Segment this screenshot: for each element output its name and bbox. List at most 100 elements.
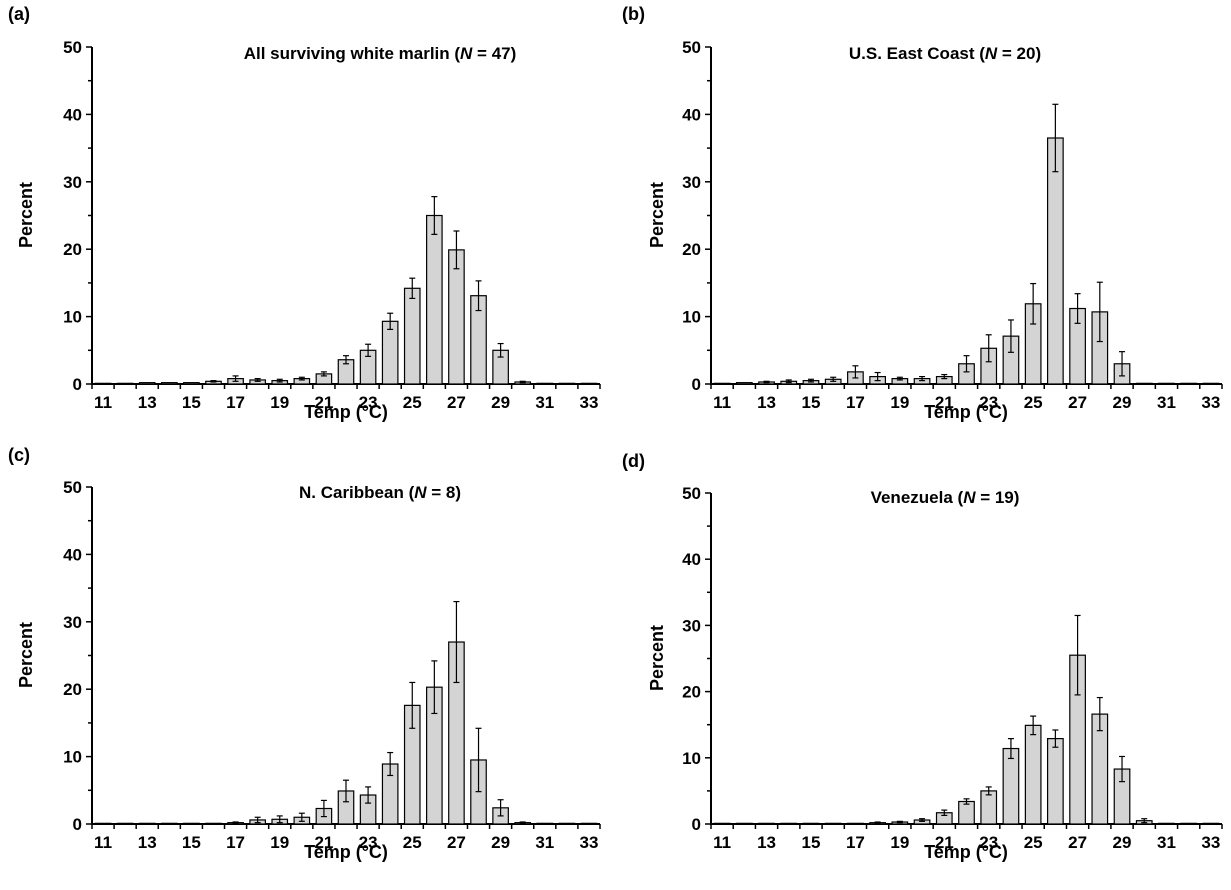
x-tick-label: 29 bbox=[1113, 393, 1132, 412]
chart-panel-1: (a)All surviving white marlin (N = 47)01… bbox=[8, 4, 601, 422]
bar-11 bbox=[94, 382, 112, 385]
bar-16 bbox=[824, 822, 842, 825]
bar-31 bbox=[1158, 822, 1175, 825]
x-tick-label: 25 bbox=[1024, 393, 1043, 412]
bar-14 bbox=[780, 822, 798, 825]
x-tick-label: 29 bbox=[1113, 833, 1132, 852]
y-tick-label: 0 bbox=[692, 375, 701, 394]
y-axis-title: Percent bbox=[647, 625, 667, 691]
x-tick-label: 21 bbox=[935, 833, 954, 852]
x-tick-label: 15 bbox=[182, 393, 201, 412]
y-tick-label: 20 bbox=[63, 240, 82, 259]
x-tick-label: 31 bbox=[535, 393, 554, 412]
y-tick-label: 20 bbox=[682, 683, 701, 702]
bar-32 bbox=[1180, 822, 1198, 825]
y-tick-label: 10 bbox=[63, 748, 82, 767]
bar-15 bbox=[183, 822, 200, 825]
bar-25 bbox=[1024, 724, 1042, 825]
bar-14 bbox=[160, 382, 178, 385]
y-tick-label: 50 bbox=[682, 38, 701, 57]
bar-33 bbox=[1202, 822, 1220, 825]
bar-26 bbox=[426, 214, 443, 385]
x-tick-label: 11 bbox=[713, 833, 731, 852]
bar-23 bbox=[980, 790, 998, 825]
x-tick-label: 19 bbox=[890, 833, 909, 852]
y-axis-title: Percent bbox=[16, 182, 36, 248]
bar-12 bbox=[735, 822, 753, 825]
y-tick-label: 50 bbox=[682, 484, 701, 503]
y-tick-label: 10 bbox=[682, 749, 701, 768]
x-tick-label: 23 bbox=[359, 833, 378, 852]
x-tick-label: 23 bbox=[359, 393, 378, 412]
x-tick-label: 33 bbox=[1201, 833, 1220, 852]
bar-26 bbox=[1046, 137, 1064, 385]
x-tick-label: 27 bbox=[1068, 833, 1087, 852]
y-tick-label: 10 bbox=[682, 308, 701, 327]
bar-15 bbox=[183, 382, 200, 385]
bar-22 bbox=[958, 800, 975, 825]
x-tick-label: 25 bbox=[1024, 833, 1043, 852]
bar-12 bbox=[116, 382, 134, 385]
bar-14 bbox=[160, 822, 178, 825]
x-tick-label: 23 bbox=[979, 833, 998, 852]
x-tick-label: 15 bbox=[802, 393, 821, 412]
x-tick-label: 33 bbox=[579, 393, 598, 412]
x-tick-label: 15 bbox=[802, 833, 821, 852]
y-tick-label: 50 bbox=[63, 38, 82, 57]
x-tick-label: 25 bbox=[403, 393, 422, 412]
chart-panel-2: (b) U.S. East Coast (N = 20) 0 10 20 30 40 50 11… bbox=[622, 4, 1223, 422]
x-axis-title: Temp (°C) bbox=[304, 842, 388, 862]
panel-label: (d) bbox=[622, 451, 645, 471]
y-tick-label: 0 bbox=[73, 375, 82, 394]
panel-label: (b) bbox=[622, 4, 645, 24]
bar-26 bbox=[1046, 738, 1064, 825]
x-tick-label: 29 bbox=[491, 393, 510, 412]
panel-label: (a) bbox=[8, 4, 30, 24]
bar-32 bbox=[1180, 382, 1198, 385]
x-tick-label: 13 bbox=[757, 833, 776, 852]
x-tick-label: 13 bbox=[138, 833, 157, 852]
bar-17 bbox=[847, 822, 864, 825]
x-tick-label: 13 bbox=[757, 393, 776, 412]
x-tick-label: 13 bbox=[138, 393, 157, 412]
x-tick-label: 19 bbox=[270, 393, 289, 412]
bar-27 bbox=[448, 249, 465, 385]
x-tick-label: 31 bbox=[1157, 393, 1176, 412]
bar-12 bbox=[116, 822, 134, 825]
x-tick-label: 17 bbox=[846, 393, 865, 412]
bar-15 bbox=[802, 822, 820, 825]
bar-31 bbox=[536, 382, 554, 385]
y-tick-label: 40 bbox=[682, 550, 701, 569]
x-tick-label: 31 bbox=[1157, 833, 1176, 852]
x-tick-label: 33 bbox=[579, 833, 598, 852]
x-tick-label: 33 bbox=[1201, 393, 1220, 412]
chart-panel-3: (c) N. Caribbean (N = 8) 0 10 20 30 40 50 11 13 15… bbox=[8, 445, 601, 862]
bar-33 bbox=[1202, 382, 1220, 385]
y-tick-label: 30 bbox=[682, 173, 701, 192]
x-tick-label: 17 bbox=[226, 833, 245, 852]
x-tick-label: 23 bbox=[979, 393, 998, 412]
x-axis-title: Temp (°C) bbox=[924, 402, 1008, 422]
bar-13 bbox=[758, 822, 775, 825]
x-tick-label: 27 bbox=[447, 833, 466, 852]
x-tick-label: 27 bbox=[447, 393, 466, 412]
chart-title: U.S. East Coast (N = 20) bbox=[849, 44, 1041, 63]
bar-11 bbox=[94, 822, 112, 825]
y-tick-label: 10 bbox=[63, 308, 82, 327]
y-tick-label: 50 bbox=[63, 478, 82, 497]
x-tick-label: 21 bbox=[935, 393, 954, 412]
chart-title: N. Caribbean (N = 8) bbox=[299, 483, 461, 502]
y-tick-label: 30 bbox=[682, 616, 701, 635]
bar-31 bbox=[536, 822, 554, 825]
x-axis-title: Temp (°C) bbox=[924, 842, 1008, 862]
bar-32 bbox=[558, 382, 576, 385]
bar-32 bbox=[558, 822, 576, 825]
x-tick-label: 29 bbox=[491, 833, 510, 852]
x-tick-label: 19 bbox=[890, 393, 909, 412]
x-tick-label: 21 bbox=[314, 833, 333, 852]
bar-11 bbox=[713, 382, 731, 385]
y-tick-label: 40 bbox=[63, 105, 82, 124]
y-tick-label: 20 bbox=[63, 680, 82, 699]
bar-12 bbox=[735, 382, 753, 385]
x-tick-label: 17 bbox=[846, 833, 865, 852]
